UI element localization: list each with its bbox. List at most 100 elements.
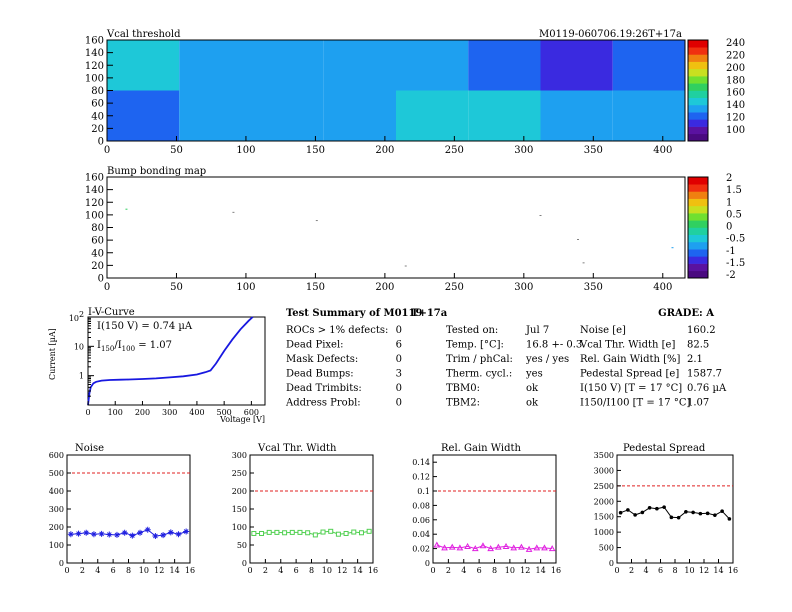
pedestal-ytick-label: 1000 [594,528,614,537]
vcal-scale-label: 200 [726,63,745,74]
noise-xtick-label: 6 [111,566,116,575]
vcal-width-frame [249,454,374,564]
iv-series-line [87,316,254,406]
noise-point [90,531,97,538]
pedestal-xtick-label: 6 [658,566,663,575]
bump-xtick-label: 100 [236,282,255,293]
gain-width-point [487,545,495,552]
bump-ytick-label: 160 [85,173,104,184]
vcal-width-ytick-label: 0 [242,559,247,568]
bump-frame [106,176,686,279]
vcal-scale-label: 140 [726,100,745,111]
vcal-ytick-label: 100 [85,73,104,84]
bump-scale-swatch [688,249,708,257]
pedestal-title: Pedestal Spread [623,443,706,454]
gain-width-point [548,545,556,552]
vcal-width-ytick-label: 250 [232,469,247,478]
summary-value: ok [526,398,539,409]
pedestal-point [676,515,681,520]
bump-point [125,208,128,210]
bump-scale-label: 1 [726,197,732,208]
bump-xtick-label: 350 [584,282,603,293]
vcal-scale-swatch [688,68,708,77]
pedestal-point [705,511,710,516]
vcal-scale-swatch [688,126,708,135]
vcal-scale-swatch [688,61,708,70]
vcal-roc-bottom-0 [107,90,180,141]
pedestal-ytick-label: 3500 [594,451,614,460]
iv-ytick-exponent: 2 [79,310,84,319]
noise-xtick-label: 14 [170,566,180,575]
summary-value: 0 [396,398,402,409]
pedestal-point [647,505,652,510]
noise-xtick-label: 4 [95,566,100,575]
pedestal-ytick-label: 3000 [594,466,614,475]
summary-label: Temp. [°C]: [446,340,504,351]
vcal-width-title: Vcal Thr. Width [257,443,337,454]
noise-point [113,531,120,538]
iv-ytick-label: 1 [79,372,84,381]
vcal-width-point [274,529,280,535]
vcal-roc-top-4 [396,40,469,91]
vcal-xtick-label: 50 [170,145,183,156]
gain-width-ytick-label: 0.06 [412,516,430,525]
vcal-roc-bottom-3 [323,90,396,141]
vcal-xtick-label: 100 [236,145,255,156]
vcal-ytick-label: 160 [85,36,104,47]
vcal-xtick-label: 350 [584,145,603,156]
gain-width-xtick-label: 0 [430,566,435,575]
pedestal-xtick-label: 0 [614,566,619,575]
bump-scale-swatch [688,177,708,185]
gain-width-xtick-label: 8 [492,566,497,575]
summary-value: 160.2 [687,325,716,336]
vcal-width-point [305,530,311,536]
gain-width-xtick-label: 2 [446,566,451,575]
summary-label: Dead Trimbits: [286,383,362,394]
vcal-roc-top-3 [323,40,396,91]
vcal-scale-frame [687,39,709,142]
gain-width-point [518,543,525,550]
bump-scale-swatch [688,256,708,264]
bump-scale-label: 0 [726,222,732,233]
noise-point [98,530,105,537]
summary-value: 0.76 µA [687,383,727,394]
bump-ytick-label: 80 [91,223,104,234]
vcal-roc-bottom-5 [468,90,541,141]
gain-width-point [479,542,487,549]
pedestal-point [633,513,637,517]
vcal-width-point [251,530,257,536]
bump-scale-swatch [688,191,708,199]
bump-scale-swatch [688,220,708,228]
vcal-ytick-label: 120 [85,61,104,72]
vcal-heatmap [107,40,685,141]
gain-width-point [541,544,548,551]
vcal-scale-swatch [688,40,708,48]
vcal-width-point [297,529,303,535]
bump-xtick-label: 0 [104,282,110,293]
gain-width-point [510,544,518,551]
vcal-title: Vcal threshold [106,29,181,40]
iv-xtick-label: 100 [108,408,123,417]
bump-ytick-label: 0 [98,274,104,285]
bump-heatmap [125,208,674,267]
pedestal-series-line [620,506,730,520]
gain-width-ytick-label: 0.1 [417,487,430,496]
summary-label: I(150 V) [T = 17 °C] [580,383,682,394]
vcal-ytick-label: 140 [85,48,104,59]
gain-width-series-line [436,544,553,550]
vcal-width-xtick-label: 12 [337,566,347,575]
bump-scale-frame [687,176,709,279]
vcal-width-xtick-label: 2 [263,566,268,575]
bump-scale-label: 1.5 [726,185,742,196]
gain-width-ytick-label: 0.02 [412,545,430,554]
vcal-threshold-panel: Vcal threshold M0119-060706.19:26T+17a 0… [85,29,745,156]
bump-point [232,211,235,213]
vcal-width-point [351,529,357,535]
noise-ytick-label: 0 [59,559,64,568]
summary-label: Vcal Thr. Width [e] [579,340,675,351]
vcal-width-point [266,529,272,535]
vcal-xtick-label: 200 [375,145,394,156]
